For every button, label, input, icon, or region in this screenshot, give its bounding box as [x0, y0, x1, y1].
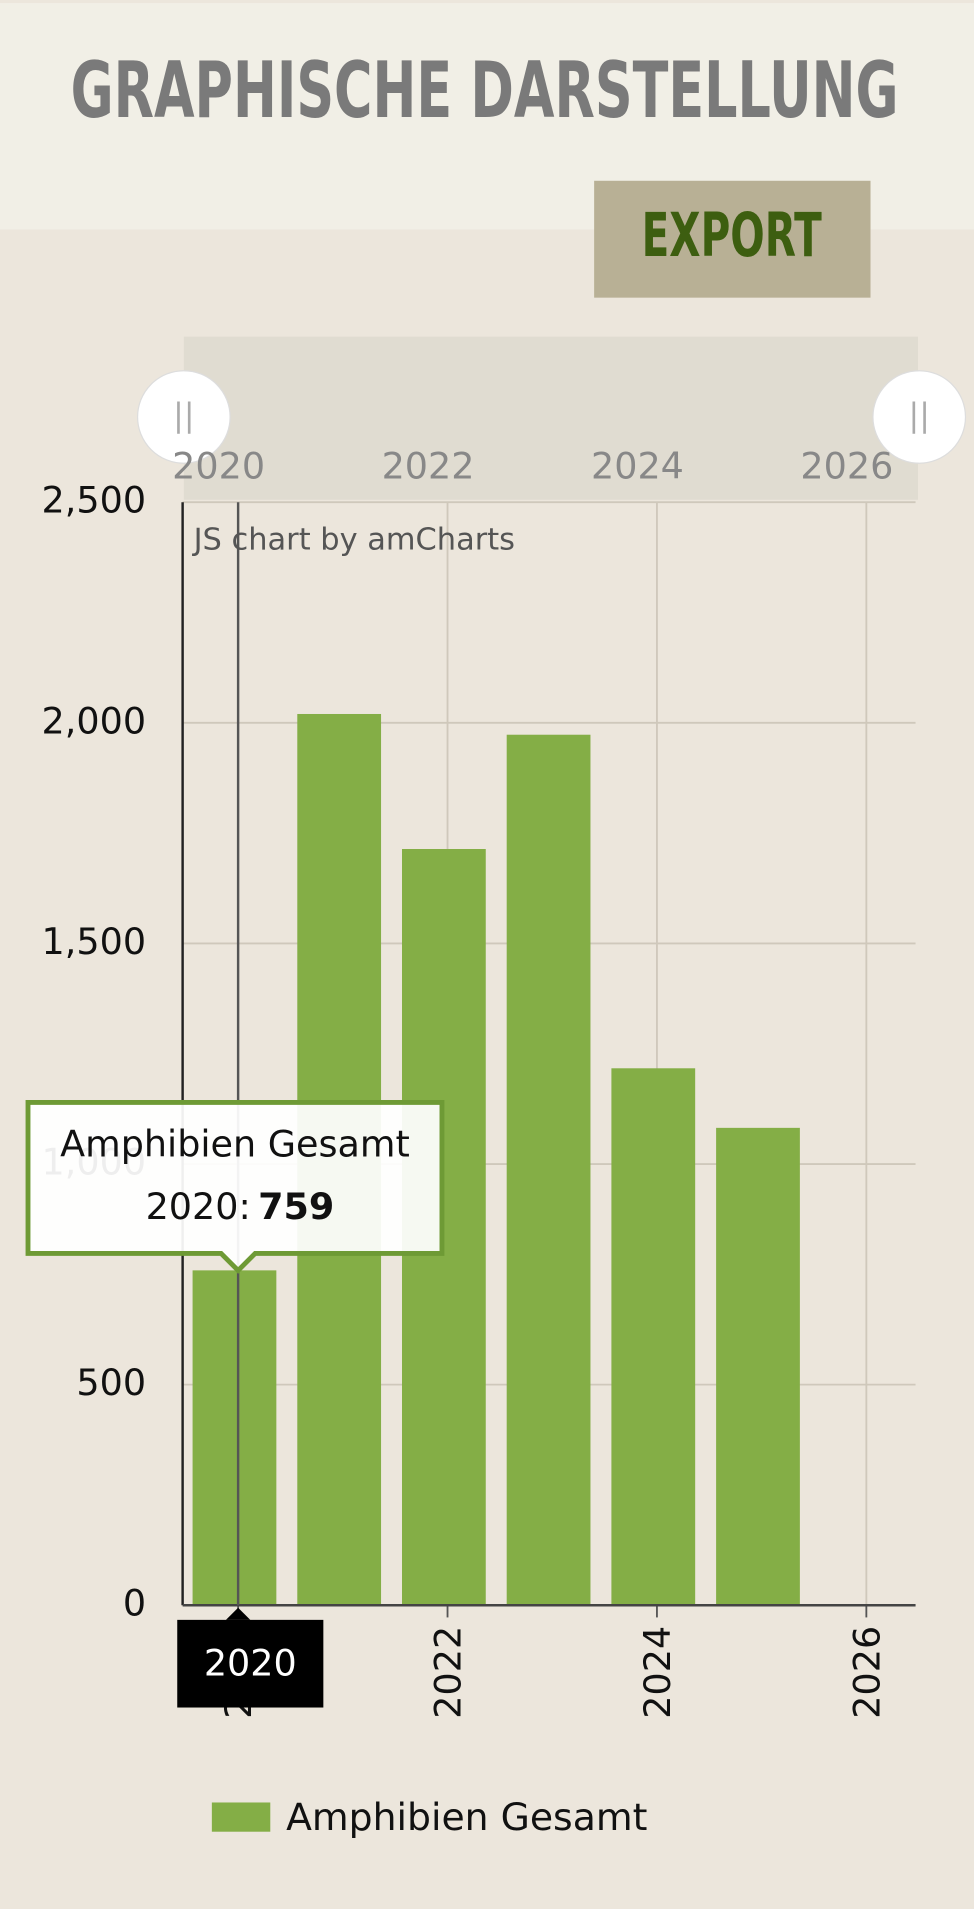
content-bg [0, 229, 974, 1906]
tooltip-value: 759 [258, 1185, 334, 1228]
scrollbar[interactable] [183, 336, 918, 500]
scrollbar-label: 2024 [591, 445, 684, 488]
y-tick-label: 500 [76, 1361, 146, 1404]
tooltip [25, 1099, 445, 1274]
grip-icon: || [909, 398, 930, 434]
y-tick-label: 2,000 [42, 699, 147, 742]
y-tick-label: 0 [123, 1582, 146, 1625]
scroll-grip-left[interactable] [136, 370, 231, 464]
x-tick-label: 2022 [426, 1626, 469, 1719]
legend-label: Amphibien Gesamt [286, 1795, 647, 1839]
bar [506, 734, 591, 1606]
credit: JS chart by amCharts [192, 523, 515, 558]
scrollbar-label: 2026 [800, 445, 893, 488]
cursor-label-arrow [225, 1607, 251, 1620]
tooltip-label: 2020: [146, 1185, 251, 1228]
y-tick-label: 1,500 [42, 920, 147, 963]
bar [192, 1270, 277, 1606]
cursor-label-bg [177, 1619, 324, 1708]
export-button[interactable] [594, 180, 871, 298]
cursor-label: 2020 [204, 1641, 297, 1684]
tooltip-title: Amphibien Gesamt [60, 1123, 410, 1166]
scrollbar-label: 2020 [172, 445, 265, 488]
bar [611, 1068, 696, 1606]
x-tick-label: 2026 [845, 1626, 888, 1719]
scroll-grip-right[interactable] [872, 370, 967, 464]
x-tick-label: 2024 [636, 1626, 679, 1719]
y-tick-label: 2,500 [42, 479, 147, 522]
grip-icon: || [173, 398, 194, 434]
scrollbar-label: 2022 [382, 445, 475, 488]
export-label[interactable]: EXPORT [642, 200, 823, 271]
plot: 05001,0001,5002,0002,5002020202220242026… [25, 479, 916, 1839]
page-title: GRAPHISCHE DARSTELLUNG [71, 46, 899, 136]
legend-swatch [211, 1802, 271, 1832]
bar [716, 1127, 800, 1606]
